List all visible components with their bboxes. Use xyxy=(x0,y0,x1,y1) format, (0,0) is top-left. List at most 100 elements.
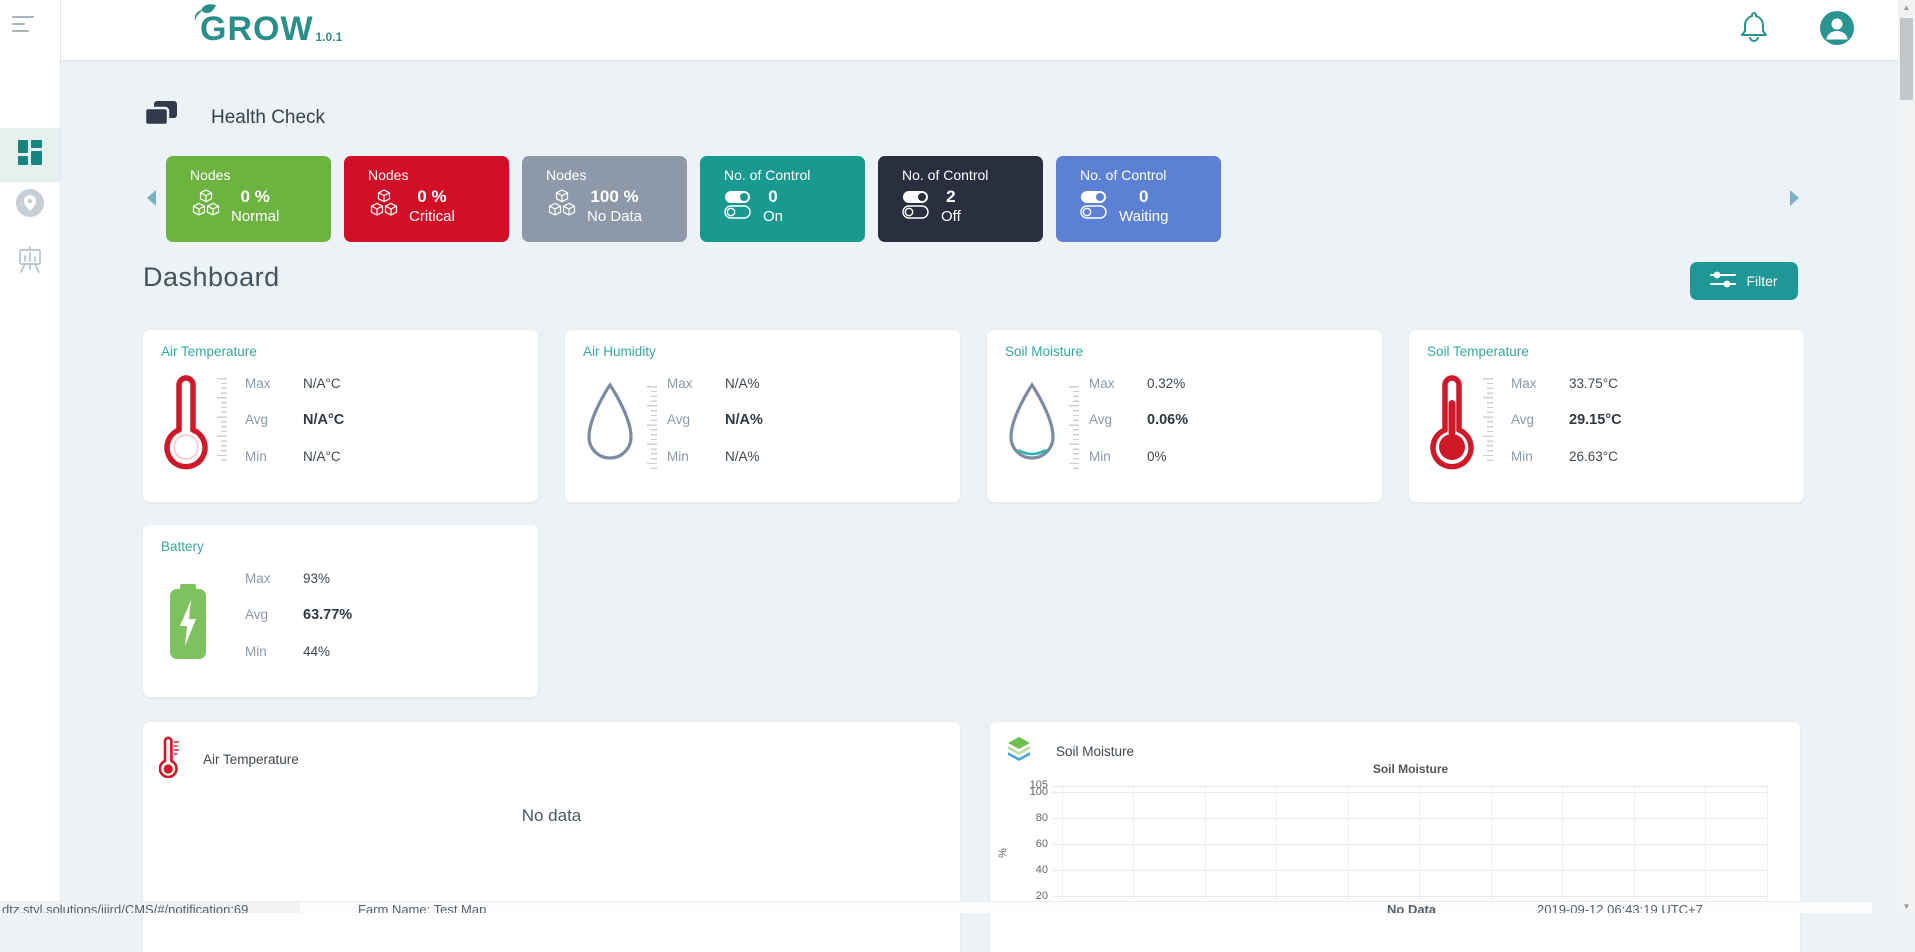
nodes-cubes-icon xyxy=(190,189,222,224)
stat-card-battery: Battery Max93% Avg63.77% Min44% xyxy=(143,525,538,697)
battery-charging-icon xyxy=(167,583,209,666)
stat-card-title: Battery xyxy=(161,539,204,554)
health-card-label: On xyxy=(763,207,783,226)
ruler-ticks-icon xyxy=(1483,378,1493,464)
stat-card-title: Air Humidity xyxy=(583,344,656,359)
page-title: Dashboard xyxy=(143,262,280,293)
health-card-control-on[interactable]: No. of Control 0 On xyxy=(700,156,865,242)
stat-card-soil-temperature: Soil Temperature Max33.75°C Avg29.15°C M… xyxy=(1409,330,1804,502)
stat-max-value: 0.32% xyxy=(1147,376,1185,391)
soil-layers-icon xyxy=(1006,736,1032,767)
stat-avg-label: Avg xyxy=(1089,412,1147,427)
chart-plot-area xyxy=(1053,786,1768,912)
stat-max-value: 93% xyxy=(303,571,330,586)
stat-max-label: Max xyxy=(1089,376,1147,391)
y-axis-label: % xyxy=(997,848,1009,858)
location-pin-icon xyxy=(16,189,44,222)
panel-soil-moisture: Soil Moisture Soil Moisture 105 100 80 6… xyxy=(990,722,1800,952)
stat-avg-value: N/A% xyxy=(725,412,763,428)
stat-avg-value: N/A°C xyxy=(303,412,344,428)
vertical-scrollbar[interactable]: ▲ xyxy=(1898,0,1915,913)
sidebar-item-locations[interactable] xyxy=(0,190,60,220)
health-card-nodes-normal[interactable]: Nodes 0 % Normal xyxy=(166,156,331,242)
health-card-title: No. of Control xyxy=(724,167,865,183)
health-card-value: 0 % xyxy=(241,186,270,207)
stat-avg-value: 0.06% xyxy=(1147,412,1188,428)
panel-title: Air Temperature xyxy=(203,752,299,767)
stat-min-label: Min xyxy=(245,449,303,464)
health-card-value: 0 xyxy=(768,186,777,207)
stat-max-value: 33.75°C xyxy=(1569,376,1618,391)
stat-card-soil-moisture: Soil Moisture Max0.32% Avg0.06% Min0% xyxy=(987,330,1382,502)
toggle-switches-icon xyxy=(902,189,932,224)
health-check-header: Health Check xyxy=(143,100,325,135)
toggle-switches-icon xyxy=(724,189,754,224)
stat-min-value: 0% xyxy=(1147,449,1167,464)
app-version: 1.0.1 xyxy=(316,30,343,44)
filter-sliders-icon xyxy=(1710,270,1736,293)
carousel-left-chevron-icon[interactable] xyxy=(147,190,156,206)
chart-x-axis-status: No Data xyxy=(1387,902,1436,913)
cards-stack-icon xyxy=(143,100,179,135)
stat-card-title: Soil Temperature xyxy=(1427,344,1529,359)
health-card-title: No. of Control xyxy=(1080,167,1221,183)
stat-min-label: Min xyxy=(667,449,725,464)
carousel-right-chevron-icon[interactable] xyxy=(1790,190,1799,206)
health-card-control-off[interactable]: No. of Control 2 Off xyxy=(878,156,1043,242)
health-card-label: Waiting xyxy=(1119,207,1168,226)
stat-min-value: N/A°C xyxy=(303,449,341,464)
thermometer-filled-icon xyxy=(1429,374,1475,475)
stat-card-title: Soil Moisture xyxy=(1005,344,1083,359)
health-card-label: No Data xyxy=(587,207,642,226)
health-card-nodes-critical[interactable]: Nodes 0 % Critical xyxy=(344,156,509,242)
chart-title: Soil Moisture xyxy=(1053,762,1768,776)
water-drop-level-icon xyxy=(1003,382,1061,471)
notification-bell-icon[interactable] xyxy=(1739,10,1769,44)
y-axis-tick: 100 xyxy=(1010,786,1048,798)
stat-min-value: 44% xyxy=(303,644,330,659)
filter-button[interactable]: Filter xyxy=(1690,262,1798,300)
health-check-title: Health Check xyxy=(211,107,325,129)
sidebar xyxy=(0,0,61,913)
thermometer-small-icon xyxy=(159,736,181,783)
health-card-title: Nodes xyxy=(190,167,331,183)
stat-card-air-temperature: Air Temperature MaxN/A°C AvgN/A°C MinN/A… xyxy=(143,330,538,502)
nodes-cubes-icon xyxy=(546,189,578,224)
scroll-up-arrow-icon[interactable]: ▲ xyxy=(1898,3,1915,12)
user-avatar-icon[interactable] xyxy=(1820,11,1854,45)
stat-min-label: Min xyxy=(1089,449,1147,464)
health-card-control-waiting[interactable]: No. of Control 0 Waiting xyxy=(1056,156,1221,242)
app-logo[interactable]: GROW 1.0.1 xyxy=(200,7,342,51)
dashboard-grid-icon xyxy=(18,140,42,170)
y-axis-tick: 40 xyxy=(1010,864,1048,876)
thermometer-outline-icon xyxy=(163,374,209,475)
leaf-icon xyxy=(192,3,218,28)
scrollbar-thumb[interactable] xyxy=(1900,18,1913,100)
health-card-nodes-nodata[interactable]: Nodes 100 % No Data xyxy=(522,156,687,242)
stat-max-value: N/A°C xyxy=(303,376,341,391)
status-bar: dtz.styl.solutions/jiird/CMS/#/notificat… xyxy=(0,901,1872,913)
stat-max-label: Max xyxy=(245,571,303,586)
panel-title: Soil Moisture xyxy=(1056,744,1134,759)
ruler-ticks-icon xyxy=(217,378,227,464)
ruler-ticks-icon xyxy=(1069,386,1079,472)
stat-max-value: N/A% xyxy=(725,376,760,391)
panel-air-temperature: Air Temperature No data xyxy=(143,722,960,952)
toggle-switches-icon xyxy=(1080,189,1110,224)
scroll-down-arrow-icon[interactable]: ▼ xyxy=(1898,900,1915,913)
health-card-title: Nodes xyxy=(546,167,687,183)
health-card-title: Nodes xyxy=(368,167,509,183)
no-data-message: No data xyxy=(143,806,960,826)
stat-max-label: Max xyxy=(667,376,725,391)
sidebar-item-reports[interactable] xyxy=(0,245,60,279)
stat-min-label: Min xyxy=(245,644,303,659)
stat-avg-label: Avg xyxy=(667,412,725,427)
link-preview-url: dtz.styl.solutions/jiird/CMS/#/notificat… xyxy=(2,902,248,913)
stat-avg-label: Avg xyxy=(1511,412,1569,427)
sidebar-item-dashboard[interactable] xyxy=(0,128,60,182)
health-card-title: No. of Control xyxy=(902,167,1043,183)
health-card-value: 0 xyxy=(1139,186,1148,207)
timestamp-text: 2019-09-12 06:43:19 UTC+7 xyxy=(1537,902,1703,913)
farm-name-text: Farm Name: Test Map xyxy=(358,902,486,913)
menu-hamburger-icon[interactable] xyxy=(12,16,34,37)
